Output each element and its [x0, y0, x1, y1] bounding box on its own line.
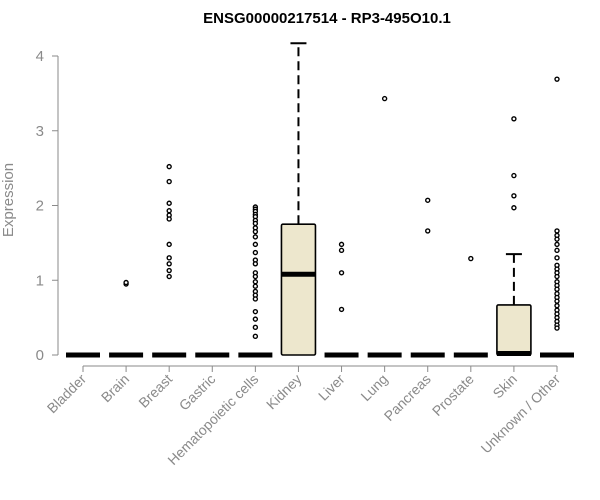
x-tick-label: Skin	[489, 371, 520, 402]
outlier-point	[511, 172, 517, 179]
outlier-point	[166, 255, 172, 261]
box-iqr	[280, 223, 317, 356]
outlier-point	[166, 200, 172, 206]
y-tick-label: 4	[36, 48, 44, 65]
outlier-point	[252, 273, 259, 280]
outlier-point	[252, 234, 259, 240]
outlier-point	[252, 316, 259, 322]
outlier-point	[166, 241, 172, 248]
box-prostate	[453, 255, 488, 358]
outlier-point	[252, 324, 259, 331]
outlier-point	[554, 76, 560, 82]
outlier-point	[166, 178, 172, 185]
outlier-point	[511, 116, 517, 122]
outlier-point	[338, 247, 345, 254]
outlier-point	[554, 255, 560, 261]
outlier-point	[166, 216, 172, 222]
outlier-point	[252, 279, 259, 285]
outlier-point	[554, 286, 560, 292]
outlier-point	[252, 296, 259, 302]
box-unknown-other	[540, 76, 574, 358]
outlier-point	[252, 308, 259, 315]
y-tick-label: 3	[36, 123, 44, 140]
y-tick-label: 2	[36, 198, 44, 215]
outlier-point	[425, 197, 431, 203]
outlier-point	[511, 193, 517, 199]
outlier-point	[554, 273, 560, 280]
outlier-point	[252, 220, 259, 227]
x-tick-label: Lung	[357, 371, 390, 404]
x-tick-label: Unknown / Other	[478, 371, 564, 457]
outlier-point	[381, 95, 388, 102]
outlier-point	[123, 279, 129, 286]
x-tick-label: Prostate	[429, 371, 477, 419]
box-breast	[152, 163, 187, 358]
outlier-point	[166, 261, 172, 267]
outlier-point	[252, 333, 259, 340]
x-tick-label: Liver	[315, 371, 348, 404]
outlier-point	[252, 228, 259, 235]
x-tick-label: Brain	[98, 371, 132, 405]
box-hematopoietic-cells	[238, 204, 273, 358]
outlier-point	[338, 306, 345, 313]
outlier-point	[511, 205, 517, 211]
x-tick-label: Breast	[135, 371, 175, 411]
y-axis: 0 1 2 3 4	[36, 48, 59, 364]
outlier-point	[252, 241, 259, 248]
outlier-point	[554, 228, 560, 234]
outlier-point	[554, 241, 560, 248]
outlier-point	[554, 325, 560, 331]
y-tick-label: 1	[36, 272, 44, 289]
outlier-point	[554, 247, 560, 254]
plot-area	[66, 42, 574, 358]
box-liver	[324, 241, 359, 358]
x-tick-label: Bladder	[44, 371, 90, 417]
outlier-point	[338, 241, 345, 248]
outlier-point	[166, 208, 172, 214]
y-axis-label: Expression	[0, 163, 17, 237]
box-skin	[496, 116, 532, 357]
x-tick-label: Kidney	[263, 371, 305, 413]
box-iqr	[496, 304, 532, 356]
outlier-point	[166, 163, 172, 170]
box-pancreas	[410, 197, 445, 358]
x-tick-label: Pancreas	[381, 371, 434, 424]
x-tick-label: Gastric	[176, 371, 219, 414]
outlier-point	[468, 255, 474, 262]
outlier-point	[338, 270, 345, 276]
outlier-point	[252, 261, 259, 267]
outlier-point	[554, 302, 560, 309]
outlier-point	[425, 228, 431, 234]
box-lung	[367, 95, 402, 358]
outlier-point	[166, 273, 172, 280]
outlier-point	[252, 249, 259, 256]
y-tick-label: 0	[36, 347, 44, 364]
outlier-point	[166, 267, 172, 274]
outlier-point	[554, 236, 560, 242]
box-brain	[109, 279, 144, 358]
chart-title: ENSG00000217514 - RP3-495O10.1	[203, 10, 451, 27]
box-kidney	[280, 42, 317, 356]
outlier-point	[554, 298, 560, 304]
outlier-point	[252, 283, 259, 289]
